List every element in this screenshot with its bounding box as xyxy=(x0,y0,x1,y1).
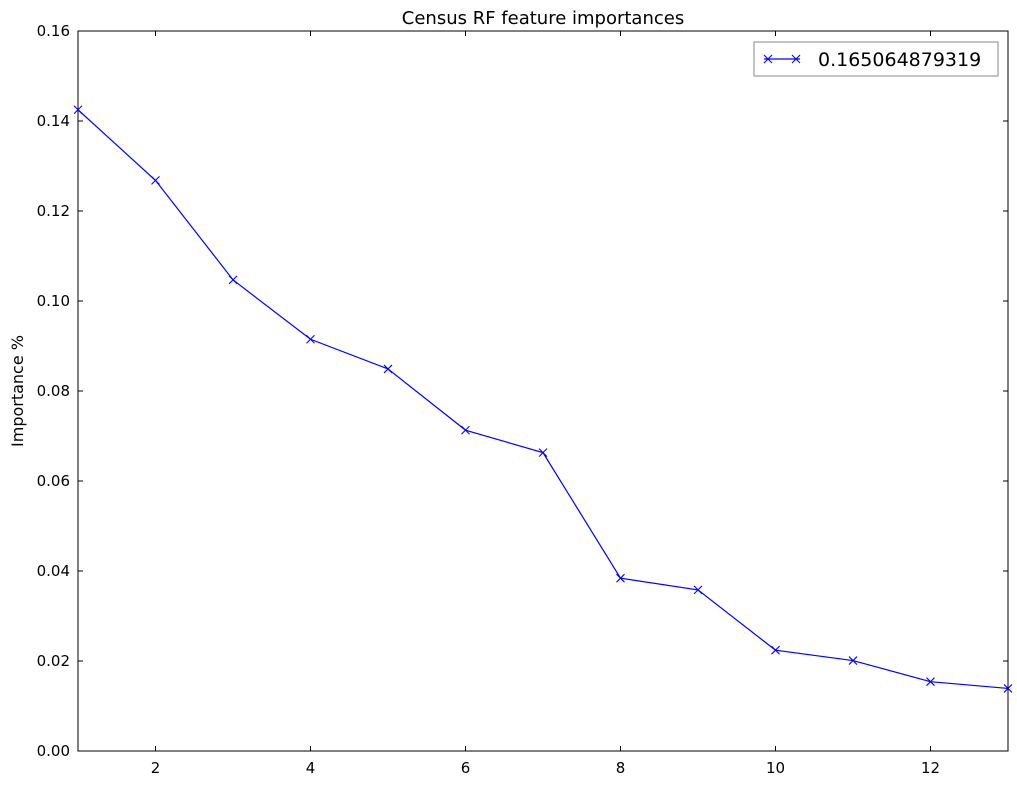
data-point-marker xyxy=(848,656,858,665)
y-tick-label: 0.12 xyxy=(37,202,70,220)
data-point-marker xyxy=(461,425,470,435)
x-tick-label: 12 xyxy=(921,759,940,777)
legend[interactable]: 0.165064879319 xyxy=(753,41,999,77)
data-point-marker xyxy=(306,334,315,344)
data-point-marker xyxy=(538,448,548,458)
x-tick-label: 6 xyxy=(461,759,471,777)
plot-area xyxy=(77,30,1009,752)
x-tick-label: 10 xyxy=(766,759,785,777)
y-tick-label: 0.16 xyxy=(37,22,70,40)
x-tick-label: 4 xyxy=(306,759,316,777)
data-point-marker xyxy=(228,275,238,285)
y-tick-label: 0.00 xyxy=(37,742,70,760)
y-tick-label: 0.06 xyxy=(37,472,70,490)
data-point-marker xyxy=(151,176,160,185)
data-point-marker xyxy=(771,645,780,655)
y-tick-label: 0.04 xyxy=(37,562,70,580)
data-point-marker xyxy=(926,677,935,687)
legend-entry-label: 0.165064879319 xyxy=(818,49,981,71)
legend-marker xyxy=(763,54,773,64)
data-point-marker xyxy=(383,364,393,374)
data-point-marker xyxy=(1003,684,1013,693)
x-tick-label: 2 xyxy=(151,759,161,777)
axis-ticks: 2 4 6 8 10 12 0.00 0.02 0.04 0.06 0.08 0.10 0.12 0.14… xyxy=(37,22,1008,777)
legend-marker xyxy=(791,54,801,64)
y-tick-label: 0.08 xyxy=(37,382,70,400)
data-point-marker xyxy=(73,105,83,115)
chart-title: Census RF feature importances xyxy=(402,8,684,29)
series-group xyxy=(73,105,1013,693)
y-tick-label: 0.10 xyxy=(37,292,70,310)
data-point-marker xyxy=(616,573,625,583)
y-axis-label: Importance % xyxy=(8,335,27,447)
y-tick-label: 0.02 xyxy=(37,652,70,670)
y-tick-label: 0.14 xyxy=(37,112,70,130)
data-point-marker xyxy=(693,585,703,595)
x-tick-label: 8 xyxy=(616,759,626,777)
